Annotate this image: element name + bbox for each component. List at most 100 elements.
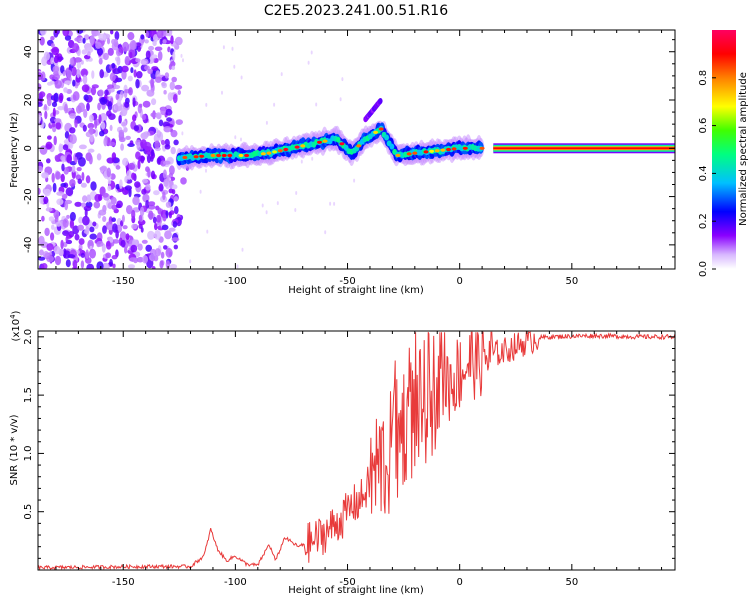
noise-blob — [118, 129, 125, 137]
noise-blob — [164, 144, 171, 150]
noise-blob — [111, 255, 118, 260]
noise-blob — [169, 264, 178, 269]
noise-blob — [53, 92, 59, 103]
noise-dot — [265, 120, 268, 125]
noise-dot — [324, 230, 327, 235]
noise-blob — [45, 141, 53, 150]
noise-blob — [109, 72, 116, 82]
noise-blob — [95, 31, 101, 36]
noise-blob — [38, 235, 45, 246]
noise-blob — [43, 188, 51, 197]
noise-blob — [40, 30, 47, 36]
noise-blob — [160, 139, 166, 145]
noise-blob — [106, 167, 112, 178]
noise-blob — [172, 221, 178, 228]
noise-blob — [86, 102, 90, 112]
noise-blob — [171, 76, 177, 83]
noise-blob — [98, 89, 104, 97]
noise-blob — [38, 165, 44, 173]
snr-panel: -150 -100 -50 0 50 0.5 1.0 1.5 2.0 Height of st… — [9, 310, 676, 596]
noise-blob — [162, 143, 167, 152]
noise-blob — [60, 65, 65, 74]
noise-dot — [222, 45, 225, 50]
noise-blob — [128, 188, 132, 198]
carrier-line — [493, 147, 675, 150]
noise-blob — [69, 134, 77, 145]
noise-blob — [103, 137, 108, 147]
ridge-core — [389, 143, 395, 150]
noise-blob — [121, 122, 127, 127]
noise-blob — [164, 230, 172, 240]
noise-blob — [99, 69, 104, 79]
noise-blob — [126, 170, 132, 181]
noise-blob — [148, 201, 156, 207]
colorbar-tick-label: 0.4 — [698, 165, 709, 181]
noise-blob — [153, 255, 159, 262]
noise-blob — [162, 191, 166, 201]
noise-dot — [276, 201, 279, 206]
noise-blob — [115, 165, 121, 170]
ridge-peak — [406, 152, 412, 156]
noise-blob — [92, 221, 97, 227]
noise-blob — [109, 124, 113, 131]
noise-blob — [135, 151, 141, 160]
noise-blob — [76, 250, 80, 255]
noise-blob — [87, 241, 94, 246]
noise-blob — [180, 177, 187, 185]
noise-blob — [140, 34, 145, 40]
spectrogram-frame — [37, 29, 676, 270]
noise-dot — [265, 210, 268, 215]
noise-blob — [106, 157, 115, 164]
noise-blob — [139, 103, 143, 108]
noise-dot — [234, 135, 237, 140]
noise-blob — [107, 47, 114, 56]
noise-blob — [157, 51, 163, 61]
noise-blob — [133, 125, 140, 132]
noise-blob — [57, 56, 64, 61]
noise-blob — [65, 236, 69, 243]
noise-blob — [74, 201, 82, 207]
spectrogram-x-ticks: -150 -100 -50 0 50 — [55, 30, 663, 287]
noise-blob — [62, 71, 66, 77]
noise-blob — [170, 146, 176, 155]
noise-blob — [144, 65, 150, 71]
noise-blob — [77, 224, 84, 231]
noise-blob — [109, 238, 114, 243]
noise-blob — [153, 190, 160, 196]
noise-blob — [141, 239, 148, 244]
noise-blob — [107, 88, 115, 93]
noise-blob — [170, 176, 176, 181]
noise-blob — [129, 40, 137, 51]
noise-blob — [145, 50, 151, 59]
noise-blob — [46, 158, 51, 164]
ridge-peak — [446, 147, 451, 152]
noise-blob — [64, 200, 69, 211]
noise-blob — [165, 260, 171, 269]
noise-blob — [167, 92, 174, 102]
noise-blob — [78, 216, 84, 224]
noise-blob — [69, 179, 76, 187]
noise-blob — [136, 71, 143, 79]
noise-blob — [121, 65, 129, 73]
noise-dot — [310, 50, 313, 55]
noise-dot — [205, 102, 208, 107]
noise-blob — [124, 56, 130, 66]
ridge-peak — [238, 153, 244, 158]
noise-blob — [80, 182, 87, 188]
noise-dot — [189, 259, 192, 264]
noise-blob — [52, 65, 60, 74]
noise-blob — [151, 149, 155, 157]
noise-blob — [64, 131, 70, 139]
noise-blob — [82, 195, 88, 203]
noise-blob — [163, 126, 172, 133]
noise-blob — [38, 91, 46, 98]
noise-blob — [38, 83, 42, 92]
ridge-peak — [216, 153, 222, 158]
noise-blob — [55, 221, 62, 227]
noise-blob — [111, 62, 116, 69]
noise-dot — [181, 131, 184, 136]
noise-blob — [142, 131, 151, 137]
noise-blob — [96, 261, 104, 269]
noise-blob — [102, 225, 107, 234]
